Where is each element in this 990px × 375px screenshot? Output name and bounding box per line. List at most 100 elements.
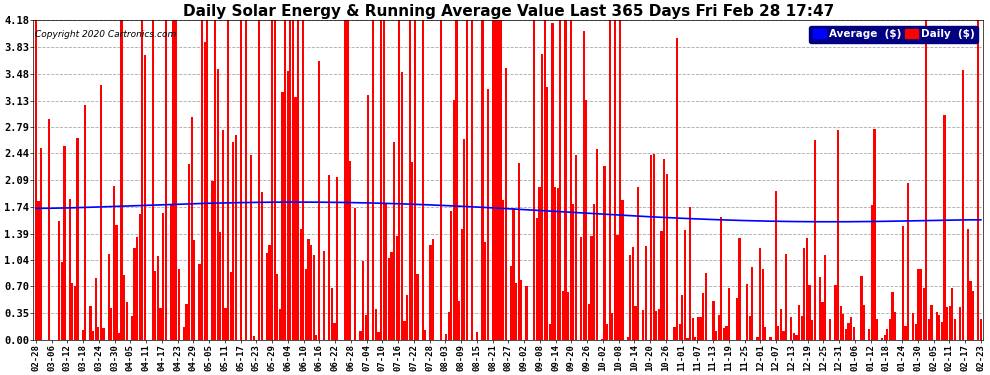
Bar: [126, 302, 128, 340]
Bar: [926, 20, 928, 340]
Bar: [575, 154, 577, 340]
Bar: [918, 269, 920, 340]
Bar: [458, 300, 460, 340]
Bar: [305, 269, 307, 340]
Bar: [344, 20, 346, 340]
Bar: [928, 320, 930, 340]
Bar: [463, 139, 465, 340]
Bar: [541, 54, 544, 340]
Bar: [614, 20, 616, 340]
Bar: [276, 274, 278, 340]
Bar: [912, 313, 915, 340]
Bar: [471, 20, 473, 340]
Bar: [635, 306, 637, 340]
Bar: [705, 273, 707, 340]
Bar: [894, 312, 896, 340]
Bar: [967, 228, 969, 340]
Bar: [567, 291, 569, 340]
Bar: [777, 326, 779, 340]
Bar: [396, 236, 398, 340]
Bar: [328, 174, 331, 340]
Bar: [232, 142, 235, 340]
Bar: [785, 254, 787, 340]
Bar: [819, 276, 821, 340]
Bar: [884, 334, 886, 340]
Bar: [500, 20, 502, 340]
Bar: [936, 312, 938, 340]
Bar: [118, 333, 120, 340]
Bar: [390, 252, 393, 340]
Bar: [655, 312, 657, 340]
Bar: [948, 306, 950, 340]
Bar: [115, 225, 118, 340]
Bar: [336, 177, 339, 340]
Bar: [385, 202, 387, 340]
Bar: [364, 315, 366, 340]
Bar: [481, 20, 483, 340]
Bar: [556, 188, 558, 340]
Bar: [266, 254, 268, 340]
Bar: [68, 199, 70, 340]
Bar: [923, 288, 925, 340]
Bar: [222, 130, 224, 340]
Bar: [720, 217, 723, 340]
Bar: [627, 337, 629, 340]
Bar: [177, 268, 180, 340]
Bar: [715, 331, 717, 340]
Bar: [252, 336, 255, 340]
Bar: [590, 236, 593, 340]
Bar: [318, 61, 320, 340]
Bar: [185, 304, 187, 340]
Bar: [969, 281, 971, 340]
Bar: [736, 298, 738, 340]
Bar: [572, 204, 574, 340]
Bar: [513, 208, 515, 340]
Bar: [271, 20, 273, 340]
Bar: [946, 306, 948, 340]
Bar: [225, 308, 227, 340]
Bar: [761, 269, 764, 340]
Bar: [881, 338, 883, 340]
Bar: [759, 248, 761, 340]
Bar: [837, 130, 840, 340]
Bar: [89, 306, 91, 340]
Bar: [123, 275, 126, 340]
Bar: [100, 85, 102, 340]
Bar: [430, 244, 432, 340]
Bar: [159, 308, 161, 340]
Bar: [951, 288, 953, 340]
Bar: [48, 119, 50, 340]
Bar: [546, 87, 548, 340]
Bar: [417, 274, 419, 340]
Legend: Average  ($), Daily  ($): Average ($), Daily ($): [810, 26, 978, 43]
Bar: [585, 100, 587, 340]
Bar: [354, 208, 356, 340]
Bar: [902, 225, 904, 340]
Bar: [850, 317, 852, 340]
Bar: [873, 129, 875, 340]
Bar: [362, 261, 364, 340]
Bar: [795, 335, 798, 340]
Bar: [746, 284, 748, 340]
Bar: [977, 20, 979, 340]
Bar: [94, 278, 97, 340]
Bar: [445, 334, 447, 340]
Bar: [681, 295, 683, 340]
Bar: [110, 308, 112, 340]
Bar: [632, 248, 634, 340]
Bar: [619, 20, 621, 340]
Bar: [660, 231, 662, 340]
Bar: [162, 213, 164, 340]
Bar: [315, 336, 318, 340]
Bar: [643, 310, 644, 340]
Bar: [860, 276, 862, 340]
Bar: [609, 20, 611, 340]
Title: Daily Solar Energy & Running Average Value Last 365 Days Fri Feb 28 17:47: Daily Solar Energy & Running Average Val…: [183, 4, 834, 19]
Bar: [289, 20, 291, 340]
Bar: [273, 20, 276, 340]
Bar: [292, 20, 294, 340]
Bar: [920, 269, 923, 340]
Bar: [601, 339, 603, 340]
Bar: [250, 155, 252, 340]
Bar: [217, 69, 219, 340]
